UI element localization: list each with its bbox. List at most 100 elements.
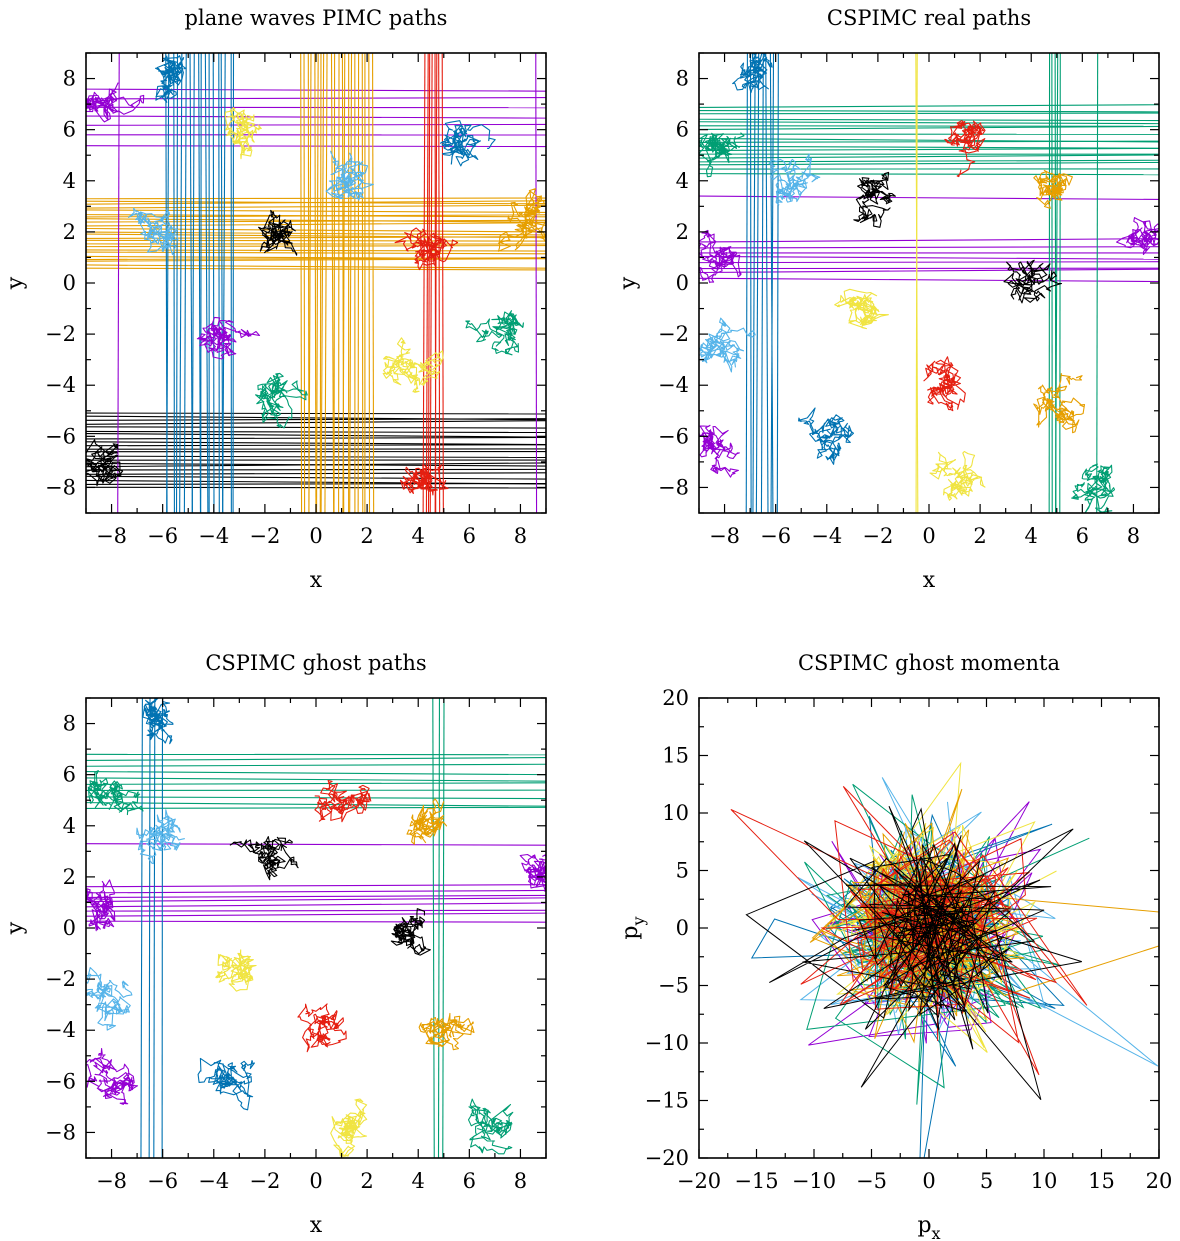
winding-path-line bbox=[699, 268, 1159, 274]
x-tick-label: 2 bbox=[973, 524, 986, 548]
particle-path bbox=[229, 836, 299, 881]
y-tick-label: −2 bbox=[658, 322, 689, 346]
winding-path-line bbox=[86, 96, 546, 100]
x-tick-label: 5 bbox=[980, 1169, 993, 1193]
y-tick-label: −15 bbox=[645, 1089, 689, 1113]
winding-path-line bbox=[86, 209, 546, 213]
particle-path bbox=[853, 171, 896, 228]
winding-path-line bbox=[699, 104, 1159, 108]
y-tick-label: 6 bbox=[63, 118, 76, 142]
panel-plane-waves: plane waves PIMC paths −8 −6 −4 −2 0 2 4 6 8 −8 −6… bbox=[3, 6, 547, 593]
x-tick-label: −10 bbox=[792, 1169, 836, 1193]
winding-path-line bbox=[769, 53, 774, 513]
winding-path-line bbox=[148, 698, 151, 1158]
y-tick-label: −2 bbox=[45, 322, 76, 346]
winding-path-line bbox=[86, 197, 546, 200]
particle-path bbox=[399, 463, 449, 496]
y-tick-label: 4 bbox=[63, 814, 76, 838]
winding-path-line bbox=[300, 53, 303, 513]
winding-path-line bbox=[86, 222, 546, 227]
x-tick-label: −2 bbox=[862, 524, 893, 548]
momentum-path bbox=[745, 805, 1082, 1101]
winding-path-line bbox=[86, 115, 546, 119]
winding-path-line bbox=[760, 53, 764, 513]
winding-path-line bbox=[86, 894, 546, 899]
x-tick-label: −4 bbox=[198, 1169, 229, 1193]
particle-path bbox=[768, 153, 821, 206]
y-axis-label: y bbox=[3, 276, 28, 290]
winding-path-line bbox=[765, 53, 769, 513]
winding-path-line bbox=[699, 246, 1159, 249]
particle-path bbox=[196, 316, 261, 360]
particle-path bbox=[86, 966, 133, 1031]
particle-path bbox=[154, 55, 187, 103]
particle-path bbox=[699, 424, 740, 478]
winding-path-line bbox=[86, 912, 546, 917]
y-axis-label: y bbox=[616, 276, 641, 290]
particle-path bbox=[1071, 463, 1116, 513]
plot-area bbox=[730, 761, 1159, 1158]
winding-path-line bbox=[314, 53, 317, 513]
winding-path-line bbox=[86, 902, 546, 908]
particle-path bbox=[136, 809, 185, 865]
y-tick-label: 0 bbox=[676, 916, 689, 940]
panel-ghost-momenta: CSPIMC ghost momenta −20 −15 −10 −5 0 5 10 15 20… bbox=[618, 651, 1173, 1241]
y-tick-label: −20 bbox=[645, 1146, 689, 1170]
x-tick-label: −8 bbox=[96, 1169, 127, 1193]
y-tick-label: 4 bbox=[63, 169, 76, 193]
particle-path bbox=[519, 853, 546, 892]
winding-path-line bbox=[438, 53, 441, 513]
x-tick-label: −4 bbox=[198, 524, 229, 548]
x-tick-label: −6 bbox=[760, 524, 791, 548]
x-tick-label: 4 bbox=[412, 524, 425, 548]
y-tick-label: 6 bbox=[63, 763, 76, 787]
particle-path bbox=[86, 82, 145, 123]
winding-path-line bbox=[427, 53, 431, 513]
particle-path bbox=[382, 337, 444, 393]
winding-path-line bbox=[86, 889, 546, 894]
particle-path bbox=[297, 1003, 347, 1053]
y-tick-label: 2 bbox=[676, 220, 689, 244]
plot-area bbox=[86, 698, 546, 1158]
winding-path-line bbox=[434, 53, 438, 513]
winding-path-line bbox=[699, 112, 1159, 115]
winding-path-line bbox=[535, 53, 538, 513]
x-tick-label: 15 bbox=[1088, 1169, 1115, 1193]
winding-path-line bbox=[432, 698, 435, 1158]
winding-path-line bbox=[166, 53, 170, 513]
winding-path-line bbox=[86, 264, 546, 269]
winding-path-line bbox=[437, 698, 441, 1158]
axis-ticks: −8 −6 −4 −2 0 2 4 6 8 −8 −6 −4 −2 0 2 4 6 8 bbox=[45, 697, 547, 1193]
x-tick-label: −2 bbox=[249, 1169, 280, 1193]
winding-path-line bbox=[86, 145, 546, 148]
y-tick-label: 20 bbox=[662, 686, 689, 710]
winding-path-line bbox=[1096, 53, 1099, 513]
y-tick-label: −8 bbox=[658, 475, 689, 499]
y-tick-label: −2 bbox=[45, 967, 76, 991]
winding-path-line bbox=[86, 244, 546, 248]
x-tick-label: 4 bbox=[412, 1169, 425, 1193]
x-axis-label: x bbox=[310, 1213, 323, 1238]
winding-path-line bbox=[699, 147, 1159, 152]
winding-path-line bbox=[915, 53, 918, 513]
panel-cspimc-real: CSPIMC real paths −8 −6 −4 −2 0 2 4 6 8 −8 −6 −4 −2 0… bbox=[616, 6, 1160, 593]
winding-path-line bbox=[699, 173, 1159, 176]
winding-path-line bbox=[770, 53, 775, 513]
winding-path-line bbox=[86, 204, 546, 209]
winding-path-line bbox=[333, 53, 336, 513]
panel-title: CSPIMC ghost paths bbox=[205, 651, 426, 675]
panel-cspimc-ghost: CSPIMC ghost paths −8 −6 −4 −2 0 2 4 6 8 −8 −6 −4 −2… bbox=[3, 651, 547, 1238]
y-tick-label: −6 bbox=[658, 424, 689, 448]
particle-path bbox=[1003, 259, 1063, 304]
y-tick-label: −10 bbox=[645, 1031, 689, 1055]
axis-ticks: −20 −15 −10 −5 0 5 10 15 20 −20 −15 −10 −5 0 5 10 15 20 bbox=[645, 686, 1173, 1193]
winding-path-line bbox=[699, 125, 1159, 131]
winding-path-line bbox=[86, 258, 546, 262]
x-tick-label: −8 bbox=[96, 524, 127, 548]
y-tick-label: −4 bbox=[45, 373, 76, 397]
x-tick-label: 6 bbox=[463, 524, 476, 548]
particle-path bbox=[699, 229, 742, 284]
winding-path-line bbox=[699, 137, 1159, 143]
particle-path bbox=[944, 120, 986, 178]
